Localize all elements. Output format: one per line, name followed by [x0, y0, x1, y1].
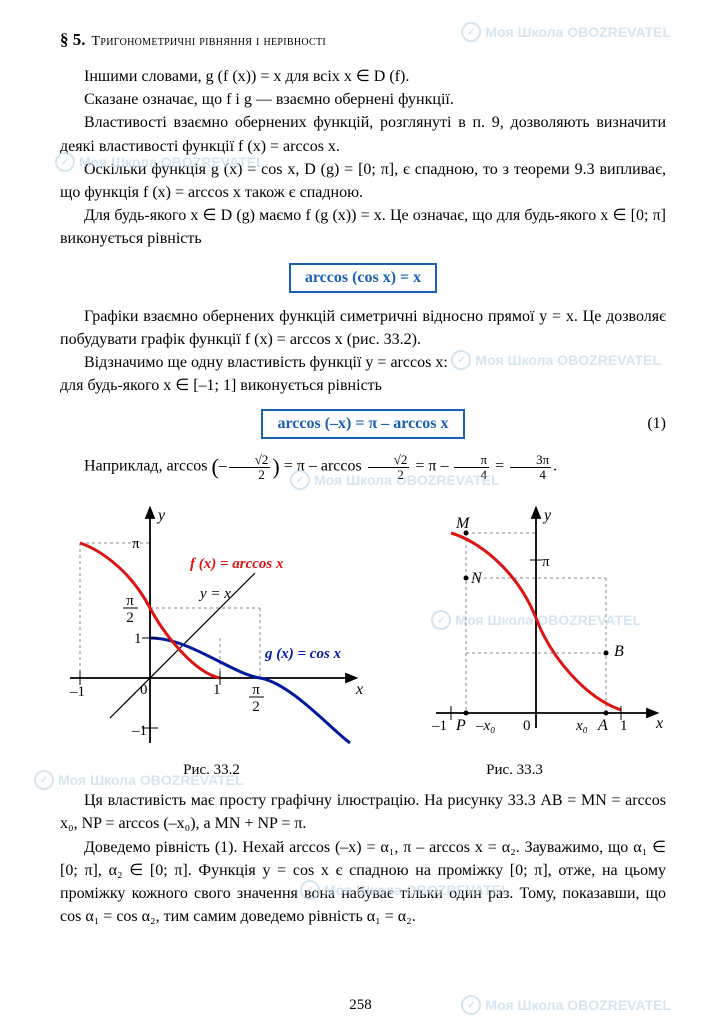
- formula-box: arccos (cos x) = x: [289, 263, 437, 293]
- para: Оскільки функція g (x) = cos x, D (g) = …: [60, 158, 666, 204]
- svg-text:x: x: [655, 715, 663, 732]
- svg-text:y = x: y = x: [198, 586, 231, 602]
- svg-text:y: y: [542, 507, 552, 524]
- figure-captions: Рис. 33.2 Рис. 33.3: [60, 762, 666, 779]
- para: Доведемо рівність (1). Нехай arccos (–x)…: [60, 836, 666, 929]
- svg-text:0: 0: [140, 682, 148, 698]
- figure-33-3: y x M N B P A π –1 –x₀ 0 x₀ 1: [416, 498, 666, 758]
- svg-text:B: B: [614, 643, 624, 660]
- svg-text:x₀: x₀: [575, 718, 588, 734]
- svg-text:1: 1: [213, 682, 221, 698]
- para: Для будь-якого x ∈ D (g) маємо f (g (x))…: [60, 204, 666, 250]
- fig-caption: Рис. 33.2: [183, 762, 240, 779]
- svg-text:N: N: [470, 570, 483, 587]
- svg-text:x: x: [355, 681, 363, 698]
- para: Ця властивість має просту графічну ілюст…: [60, 789, 666, 835]
- svg-text:–1: –1: [69, 684, 85, 700]
- formula-box: arccos (–x) = π – arccos x: [261, 409, 464, 439]
- svg-text:π: π: [126, 593, 134, 609]
- textbook-page: Моя Школа OBOZREVATEL Моя Школа OBOZREVA…: [0, 0, 721, 1024]
- svg-text:π: π: [132, 536, 140, 552]
- svg-text:–1: –1: [131, 723, 147, 739]
- section-header: § 5. Тригонометричні рівняння і нерівнос…: [60, 30, 666, 50]
- section-title: Тригонометричні рівняння і нерівності: [92, 34, 327, 50]
- page-number: 258: [0, 997, 721, 1014]
- svg-text:–x₀: –x₀: [475, 718, 495, 734]
- svg-text:π: π: [542, 554, 550, 570]
- svg-text:2: 2: [252, 699, 260, 715]
- equation-number: (1): [647, 415, 666, 433]
- body-text: Іншими словами, g (f (x)) = x для всіх x…: [60, 65, 666, 928]
- para: Іншими словами, g (f (x)) = x для всіх x…: [60, 65, 666, 88]
- svg-text:g (x) = cos x: g (x) = cos x: [264, 646, 342, 662]
- svg-text:A: A: [597, 717, 608, 734]
- figure-33-2: y x π π 2 1 –1 0 1 π 2 –1 f (x) =: [60, 498, 370, 758]
- svg-text:f (x) = arccos x: f (x) = arccos x: [190, 556, 284, 572]
- section-number: § 5.: [60, 30, 86, 50]
- para: Графіки взаємно обернених функцій симетр…: [60, 305, 666, 351]
- para: для будь-якого x ∈ [–1; 1] виконується р…: [60, 374, 666, 397]
- svg-text:2: 2: [126, 610, 134, 626]
- svg-text:1: 1: [134, 631, 142, 647]
- svg-text:π: π: [252, 682, 260, 698]
- para: Сказане означає, що f і g — взаємно обер…: [60, 88, 666, 111]
- example: Наприклад, arccos (–√22) = π – arccos √2…: [60, 451, 666, 483]
- svg-text:P: P: [455, 717, 466, 734]
- figure-row: y x π π 2 1 –1 0 1 π 2 –1 f (x) =: [60, 498, 666, 758]
- para: Відзначимо ще одну властивість функції y…: [60, 351, 666, 374]
- para: Властивості взаємно обернених функцій, р…: [60, 111, 666, 157]
- svg-text:0: 0: [523, 718, 531, 734]
- svg-text:M: M: [455, 515, 471, 532]
- svg-text:1: 1: [620, 718, 628, 734]
- svg-text:–1: –1: [431, 718, 447, 734]
- fig-caption: Рис. 33.3: [486, 762, 543, 779]
- svg-text:y: y: [156, 507, 166, 524]
